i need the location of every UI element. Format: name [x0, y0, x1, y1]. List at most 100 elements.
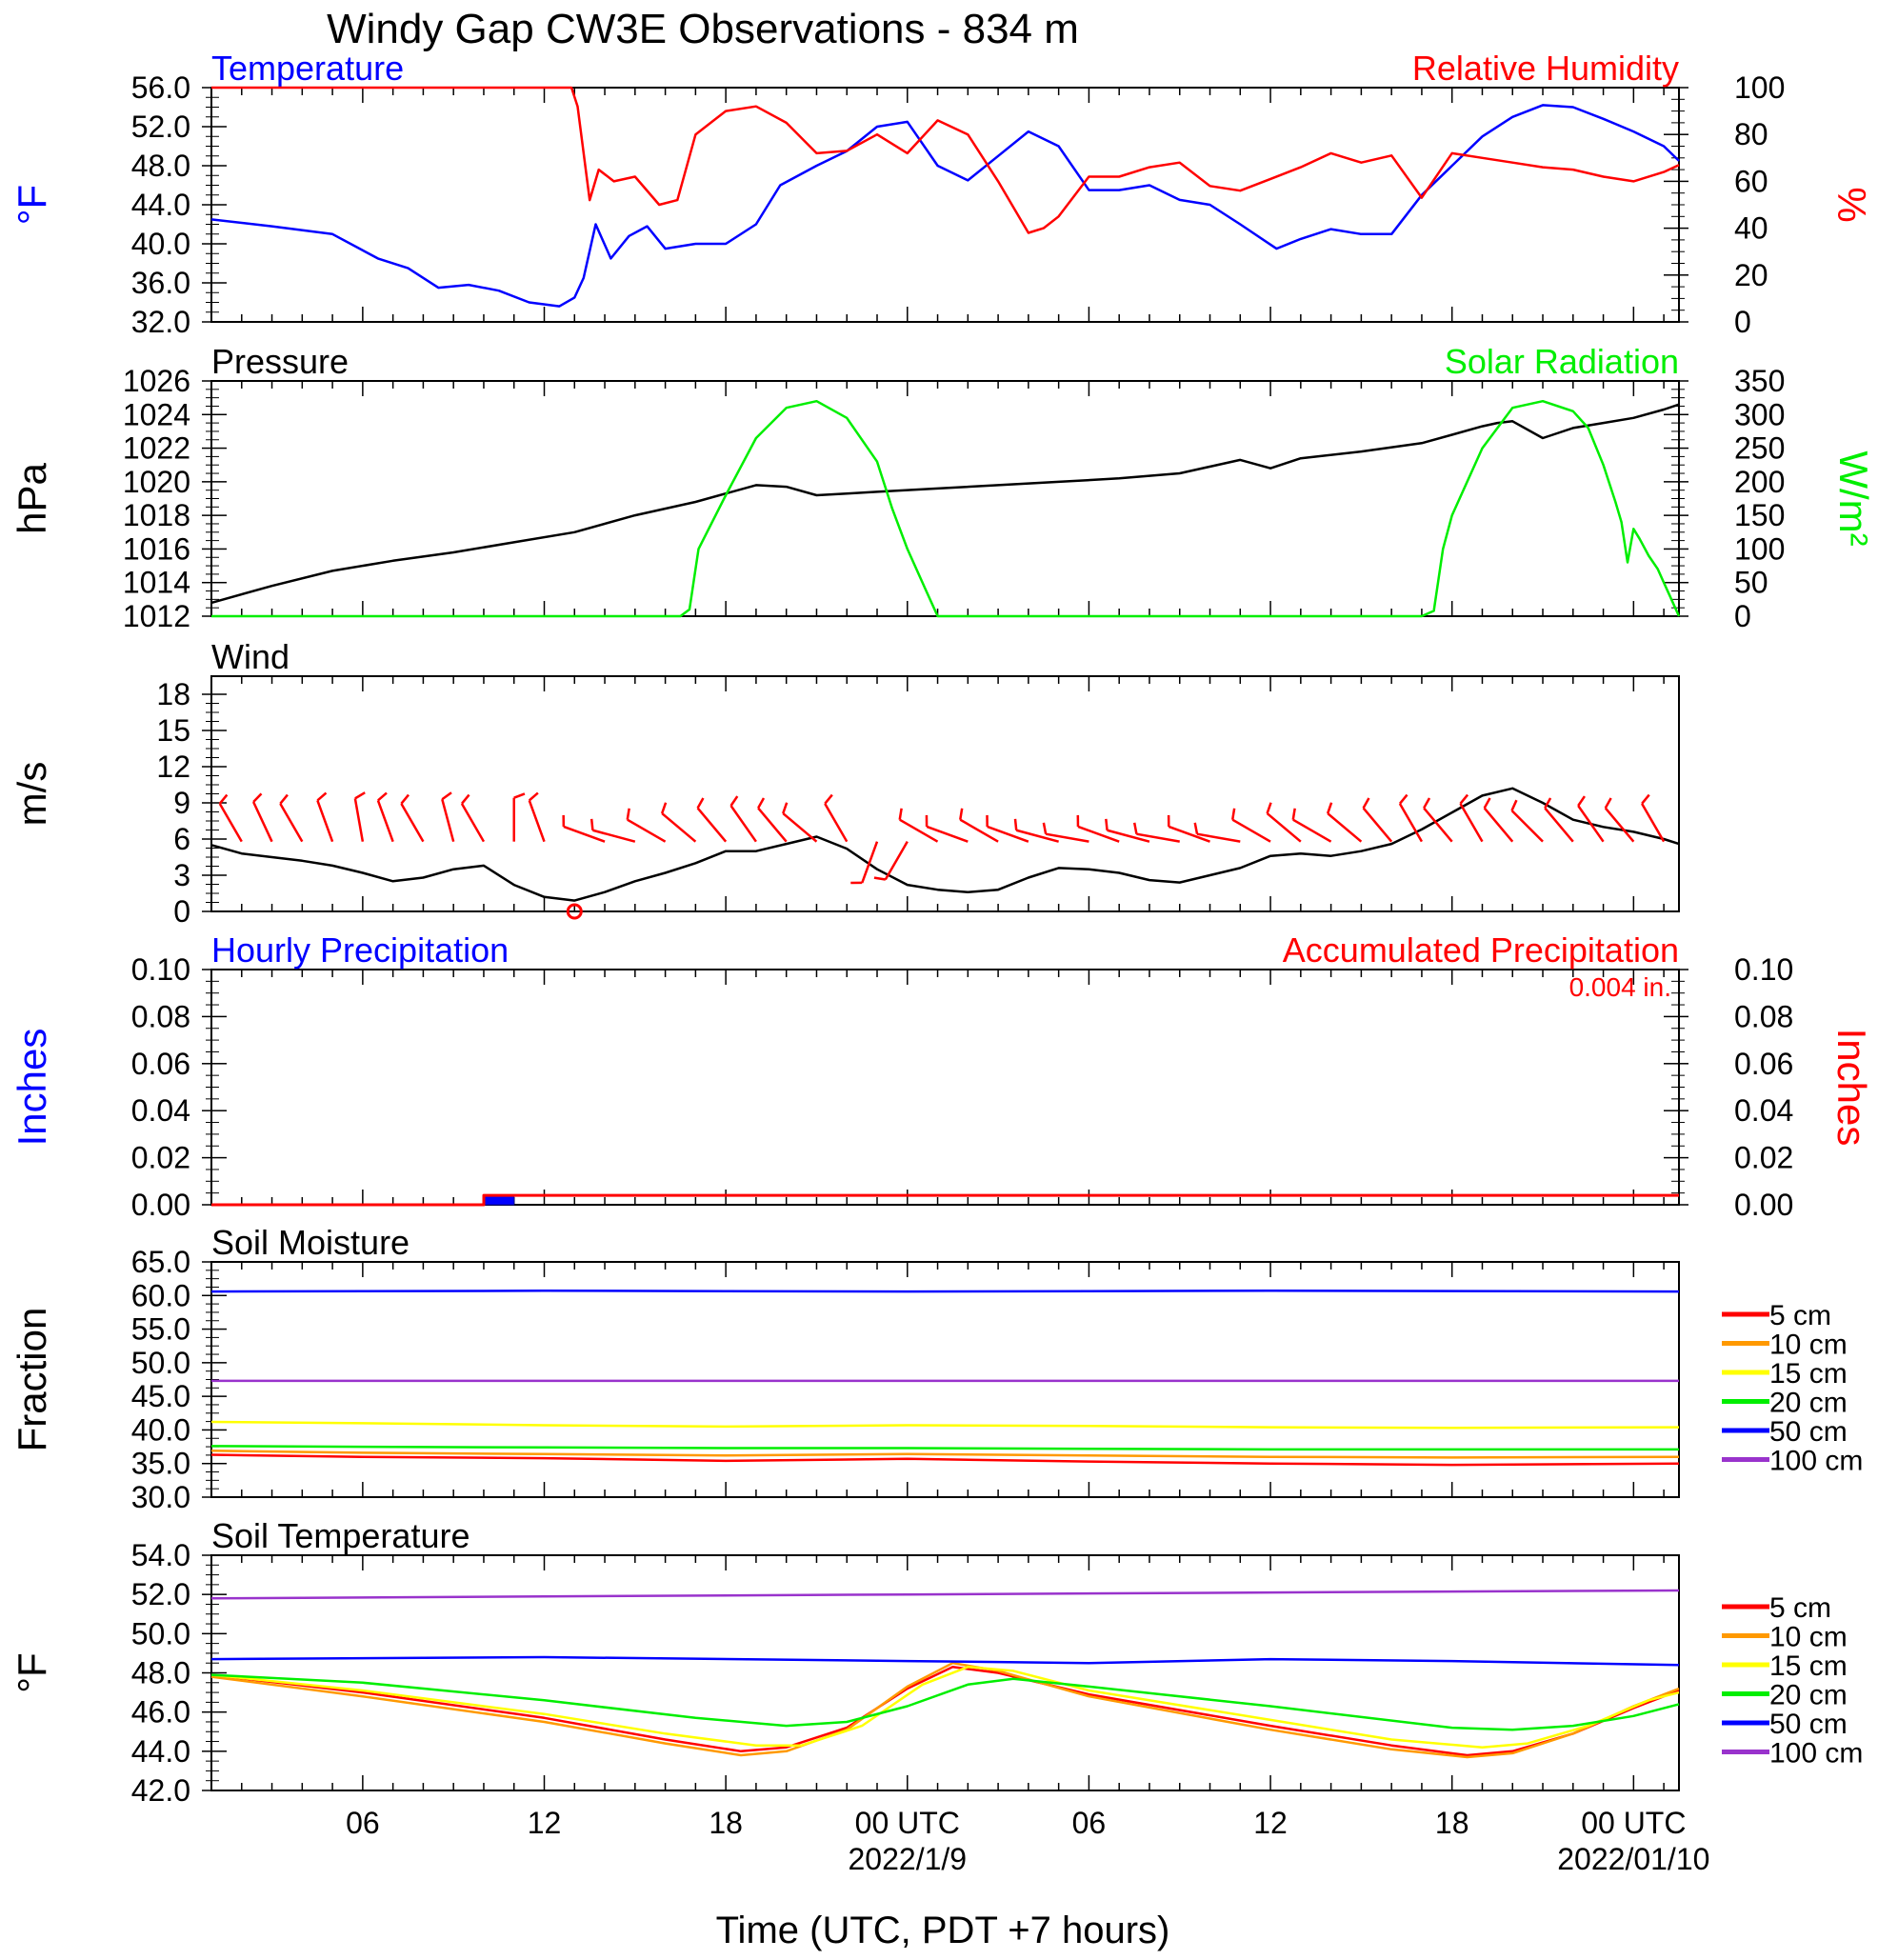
wind-barb-flag: [873, 876, 886, 881]
series-15-cm: [210, 1666, 1680, 1749]
x-tick-label: 00 UTC: [1581, 1806, 1686, 1840]
x-tick-label: 18: [1435, 1806, 1469, 1840]
y-axis-label-left: °F: [10, 1652, 54, 1692]
left-y-tick-label: 6: [173, 822, 190, 856]
legend-entry-50-cm: 50 cm: [1769, 1416, 1848, 1448]
panels: 32.036.040.044.048.052.056.0020406080100…: [10, 49, 1876, 1808]
wind-barb: [661, 812, 697, 843]
right-y-tick-label: 0.04: [1734, 1093, 1793, 1128]
wind-barb-flag: [696, 797, 705, 810]
wind-barb-flag: [1510, 799, 1518, 811]
right-y-tick-label: 20: [1734, 258, 1768, 292]
wind-barb: [987, 825, 1029, 843]
y-axis-label-left: m/s: [10, 762, 54, 827]
legend-entry-20-cm: 20 cm: [1769, 1388, 1848, 1419]
wind-barb: [528, 800, 546, 843]
panel-title-right: Solar Radiation: [1445, 342, 1679, 381]
left-y-tick-label: 3: [173, 858, 190, 892]
left-y-tick-label: 18: [156, 677, 190, 711]
left-y-tick-label: 46.0: [131, 1695, 190, 1730]
wind-barb-flag: [1132, 822, 1138, 834]
wind-barb-flag: [1577, 795, 1586, 807]
x-tick-label: 18: [709, 1806, 743, 1840]
wind-barb: [627, 818, 667, 843]
x-tick-label: 06: [1072, 1806, 1107, 1840]
left-y-tick-label: 42.0: [131, 1773, 190, 1808]
wind-barb: [1544, 807, 1574, 843]
left-y-tick-label: 50.0: [131, 1616, 190, 1650]
right-y-tick-label: 60: [1734, 164, 1768, 198]
y-axis-label-left: hPa: [10, 462, 54, 533]
panel-title-left: Pressure: [211, 342, 349, 381]
wind-barb: [1362, 807, 1393, 843]
accumulated-total-annotation: 0.004 in.: [1569, 972, 1671, 1002]
left-y-tick-label: 40.0: [131, 1412, 190, 1447]
wind-barb-flag: [218, 793, 229, 805]
x-tick-label: 00 UTC: [855, 1806, 960, 1840]
panel-title-left: Soil Temperature: [211, 1516, 470, 1555]
wind-barb-flag: [1398, 793, 1408, 805]
wind-barb: [1015, 829, 1059, 843]
left-y-tick-label: 44.0: [131, 1734, 190, 1769]
wind-barb: [1196, 832, 1241, 843]
wind-barb: [1327, 812, 1363, 843]
right-y-tick-label: 0.08: [1734, 999, 1793, 1033]
left-y-tick-label: 1026: [123, 364, 190, 398]
y-axis-label-left: Inches: [10, 1029, 54, 1147]
right-y-tick-label: 150: [1734, 498, 1785, 532]
wind-barb-flag: [1362, 797, 1370, 810]
right-y-tick-label: 0: [1734, 305, 1751, 339]
panel-precipitation: 0.00 0.02 0.04 0.06 0.08 0.10 0.00 0.02 0.04 0.06…: [10, 930, 1874, 1222]
series-50-cm: [210, 1290, 1680, 1293]
left-y-tick-label: 65.0: [131, 1245, 190, 1279]
wind-barb-flag: [1105, 818, 1109, 830]
series-solar-radiation: [211, 399, 1681, 618]
legend-entry-15-cm: 15 cm: [1769, 1650, 1848, 1682]
wind-barb: [782, 812, 818, 843]
series-10-cm: [210, 1450, 1680, 1459]
wind-barb-flag: [1042, 822, 1048, 834]
left-y-tick-label: 44.0: [131, 188, 190, 222]
left-y-tick-label: 52.0: [131, 110, 190, 144]
left-y-tick-label: 15: [156, 713, 190, 748]
legend-entry-5-cm: 5 cm: [1769, 1300, 1831, 1331]
left-y-tick-label: 52.0: [131, 1577, 190, 1611]
panel-title-left: Temperature: [211, 49, 404, 88]
left-y-tick-label: 1022: [123, 431, 190, 466]
x-date-label: 2022/01/10: [1557, 1842, 1709, 1876]
wind-barb-flag: [782, 802, 789, 814]
wind-barb: [1107, 829, 1150, 843]
wind-barb-flag: [316, 791, 328, 802]
left-y-tick-label: 0.00: [131, 1188, 190, 1222]
wind-barb: [563, 825, 606, 843]
y-axis-label-left: Fraction: [10, 1308, 54, 1452]
panel-soil-temperature: 42.0 44.0 46.0 48.0 50.0 52.0 54.0 Soil Tempera…: [10, 1516, 1863, 1808]
series-50-cm: [210, 1655, 1680, 1667]
right-y-tick-label: 250: [1734, 431, 1785, 466]
left-y-tick-label: 9: [173, 786, 190, 820]
wind-barb: [1231, 818, 1271, 843]
wind-barb: [218, 803, 243, 843]
wind-barb-flag: [1230, 808, 1236, 820]
left-y-tick-label: 0.04: [131, 1093, 190, 1128]
legend-entry-50-cm: 50 cm: [1769, 1709, 1848, 1740]
left-y-tick-label: 0.08: [131, 999, 190, 1033]
series-relative-humidity: [211, 86, 1680, 234]
left-y-tick-label: 35.0: [131, 1447, 190, 1481]
wind-barb: [1292, 818, 1332, 843]
panel-frame: [210, 1261, 1680, 1498]
wind-barb: [861, 841, 879, 884]
series-10-cm: [210, 1661, 1680, 1759]
panel-soil-moisture: 30.035.040.045.050.055.060.065.0 Soil Moi…: [10, 1223, 1863, 1514]
wind-barb-flag: [1483, 797, 1491, 810]
panel-title-left: Wind: [211, 637, 290, 676]
x-tick-label: 12: [528, 1806, 562, 1840]
wind-barb: [757, 807, 788, 843]
wind-barb: [959, 818, 999, 843]
wind-barb: [1136, 832, 1180, 843]
x-axis-label: Time (UTC, PDT +7 hours): [716, 1910, 1170, 1951]
panel-title-right: Relative Humidity: [1412, 49, 1679, 88]
series-20-cm: [210, 1673, 1680, 1731]
wind-barb-flag: [1459, 793, 1469, 805]
